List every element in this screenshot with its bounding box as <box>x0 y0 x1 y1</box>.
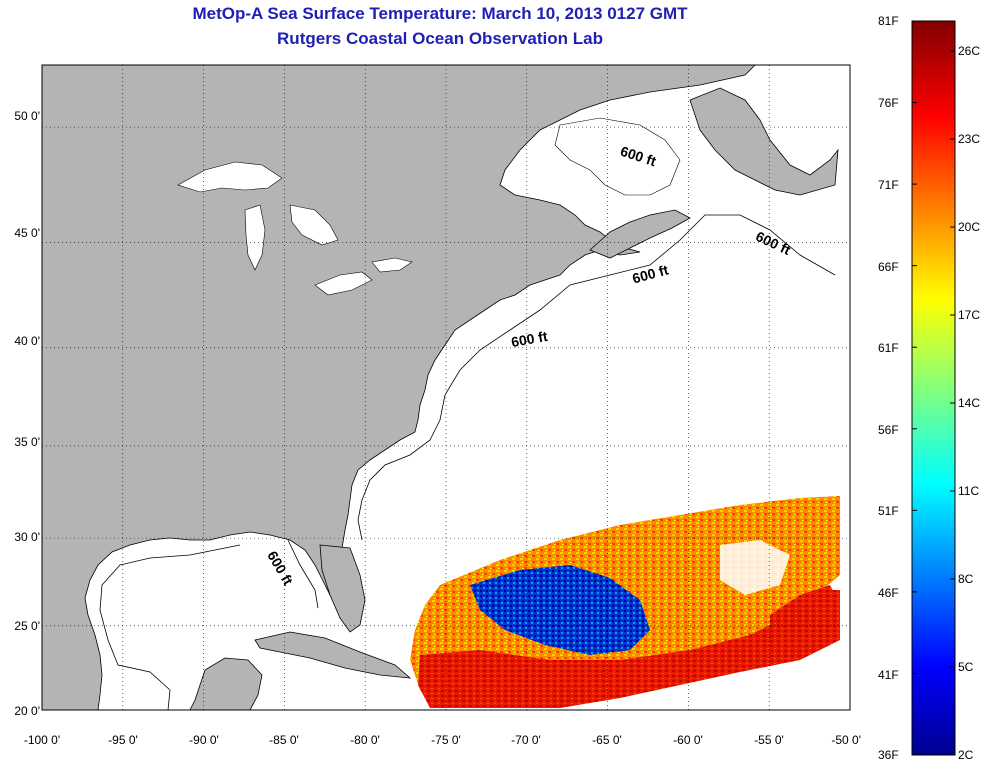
lat-tick-label: 35 0' <box>14 435 40 449</box>
colorbar-c-label: 11C <box>958 484 980 498</box>
lon-tick-label: -90 0' <box>189 733 219 747</box>
colorbar <box>911 20 956 756</box>
colorbar-c-label: 2C <box>958 748 974 762</box>
sst-warm-region <box>418 590 840 708</box>
lat-tick-label: 40 0' <box>14 334 40 348</box>
land-cuba <box>254 631 412 679</box>
colorbar-f-label: 76F <box>878 96 899 110</box>
map-subtitle: Rutgers Coastal Ocean Observation Lab <box>277 29 603 48</box>
land-newfoundland <box>689 87 839 196</box>
colorbar-f-label: 61F <box>878 341 899 355</box>
lat-tick-label: 50 0' <box>14 109 40 123</box>
lat-tick-label: 20 0' <box>14 704 40 718</box>
colorbar-ticks <box>912 20 955 756</box>
lon-tick-label: -75 0' <box>431 733 461 747</box>
map-title: MetOp-A Sea Surface Temperature: March 1… <box>192 4 688 23</box>
colorbar-c-label: 8C <box>958 572 974 586</box>
lon-tick-label: -50 0' <box>831 733 861 747</box>
land-florida <box>319 544 366 633</box>
lat-tick-label: 45 0' <box>14 226 40 240</box>
colorbar-f-label: 71F <box>878 178 899 192</box>
colorbar-c-label: 23C <box>958 132 981 146</box>
colorbar-c-label: 17C <box>958 308 981 322</box>
lon-tick-label: -100 0' <box>23 733 61 747</box>
sst-white-gap <box>720 540 790 595</box>
lat-tick-label: 30 0' <box>14 530 40 544</box>
colorbar-c-label: 26C <box>958 44 981 58</box>
lon-tick-label: -55 0' <box>754 733 784 747</box>
lon-tick-label: -80 0' <box>350 733 380 747</box>
colorbar-f-label: 36F <box>878 748 899 762</box>
colorbar-f-label: 41F <box>878 668 899 682</box>
map-frame <box>41 64 851 711</box>
colorbar-c-label: 20C <box>958 220 981 234</box>
gulf-st-lawrence <box>554 117 681 196</box>
colorbar-f-label: 56F <box>878 423 899 437</box>
lon-tick-label: -85 0' <box>269 733 299 747</box>
land-nova-scotia <box>589 209 691 259</box>
land-north-america <box>41 64 756 711</box>
sst-cold-region <box>470 565 650 655</box>
colorbar-f-label: 46F <box>878 586 899 600</box>
great-lakes <box>177 161 413 296</box>
map-grid <box>42 65 850 710</box>
lon-tick-label: -95 0' <box>108 733 138 747</box>
lon-tick-label: -70 0' <box>511 733 541 747</box>
colorbar-f-label: 66F <box>878 260 899 274</box>
lon-tick-label: -60 0' <box>673 733 703 747</box>
lon-tick-label: -65 0' <box>592 733 622 747</box>
colorbar-c-label: 14C <box>958 396 981 410</box>
isobath-600ft <box>99 214 836 711</box>
colorbar-f-label: 51F <box>878 504 899 518</box>
colorbar-c-label: 5C <box>958 660 974 674</box>
lat-tick-label: 25 0' <box>14 619 40 633</box>
sst-warm-east <box>770 585 838 640</box>
colorbar-f-label: 81F <box>878 14 899 28</box>
